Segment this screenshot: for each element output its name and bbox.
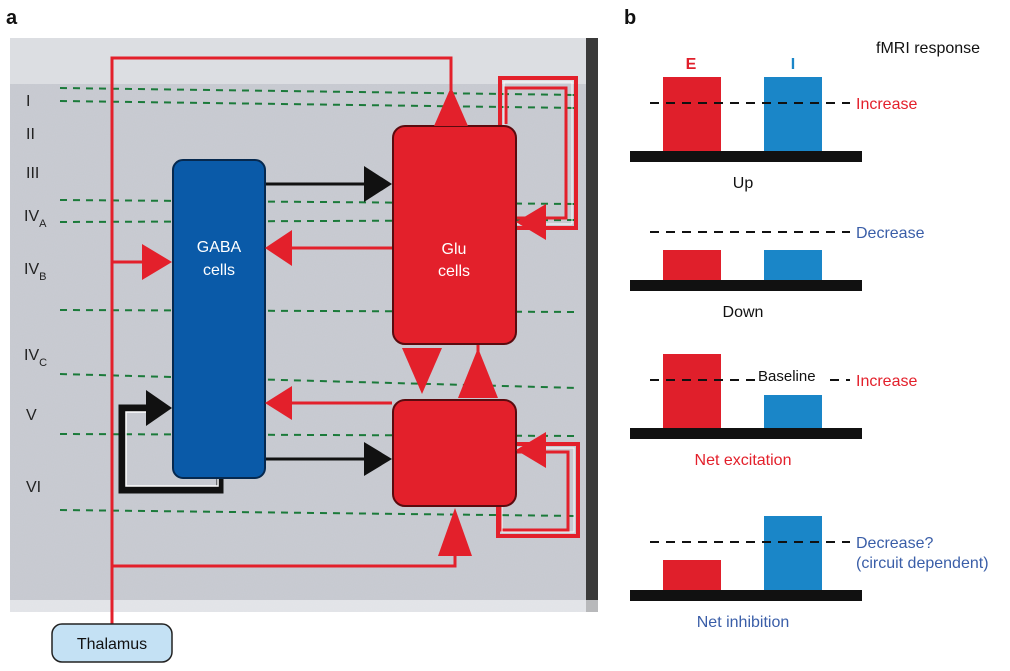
legend-e-label: E — [686, 56, 697, 73]
panel-b-letter: b — [624, 7, 636, 29]
i-bar — [764, 516, 822, 590]
layer-label-iii: III — [26, 165, 39, 182]
arrow-gaba-self — [146, 390, 172, 426]
layer-label-ivb: IVB — [24, 261, 46, 283]
fmri-response-label: Decrease? — [856, 535, 933, 552]
glu-label-line1: Glu — [442, 241, 467, 258]
legend-i-label: I — [791, 56, 795, 73]
thalamus-label: Thalamus — [77, 636, 147, 653]
arrow-lower-to-glu — [458, 348, 498, 398]
layer-label-iva: IVA — [24, 208, 47, 230]
gaba-cells-box: GABA cells — [172, 159, 266, 479]
fmri-response-label: Increase — [856, 373, 917, 390]
fmri-response-label: Increase — [856, 96, 917, 113]
bar-baseline-platform — [630, 428, 862, 439]
e-bar — [663, 354, 721, 428]
arrow-glu-recurrent-upper — [516, 204, 546, 240]
excitatory-arrowheads — [142, 87, 546, 556]
thalamus-box: Thalamus — [51, 623, 173, 663]
bar-baseline-platform — [630, 280, 862, 291]
glu-label-line2: cells — [438, 263, 470, 280]
layer-label-vi: VI — [26, 479, 41, 496]
gaba-label-line1: GABA — [197, 239, 242, 256]
e-bar — [663, 77, 721, 151]
arrow-gaba-to-lower — [364, 442, 392, 476]
i-bar — [764, 77, 822, 151]
bar-baseline-platform — [630, 151, 862, 162]
panel-a-letter: a — [6, 7, 18, 29]
arrow-thalamus-to-gaba — [142, 244, 172, 280]
i-bar — [764, 250, 822, 280]
e-bar — [663, 250, 721, 280]
fmri-response-sublabel: (circuit dependent) — [856, 555, 989, 572]
arrow-gaba-to-glu — [364, 166, 392, 202]
arrow-glu-to-lower — [402, 348, 442, 394]
e-bar — [663, 560, 721, 590]
scenario-caption: Net inhibition — [697, 614, 790, 631]
bar-baseline-platform — [630, 590, 862, 601]
arrow-lower-recurrent — [516, 432, 546, 468]
scenario-caption: Down — [723, 304, 764, 321]
baseline-label: Baseline — [758, 368, 816, 385]
arrow-glu-to-gaba — [265, 230, 292, 266]
layer-label-ii: II — [26, 126, 35, 143]
fmri-response-header: fMRI response — [876, 40, 980, 57]
layer-label-ivc: IVC — [24, 347, 47, 369]
fmri-response-label: Decrease — [856, 225, 925, 242]
arrow-thalamus-to-lower — [438, 508, 472, 556]
layer-label-v: V — [26, 407, 37, 424]
inhibitory-arrowheads — [146, 166, 392, 476]
glu-cells-box: Glu cells — [392, 125, 517, 345]
arrow-thalamus-to-glu — [434, 87, 468, 126]
lower-excitatory-box — [392, 399, 517, 507]
scenario-caption: Net excitation — [695, 452, 792, 469]
arrow-lower-to-gaba — [265, 386, 292, 420]
i-bar — [764, 395, 822, 428]
layer-label-i: I — [26, 93, 30, 110]
inhibitory-pathways — [262, 182, 372, 461]
scenario-caption: Up — [733, 175, 754, 192]
gaba-self-inhibition-loop — [118, 404, 224, 494]
scenario-panels: Increase Up Decrease Down Baseline Increase Ne… — [630, 77, 989, 631]
gaba-label-line2: cells — [203, 262, 235, 279]
